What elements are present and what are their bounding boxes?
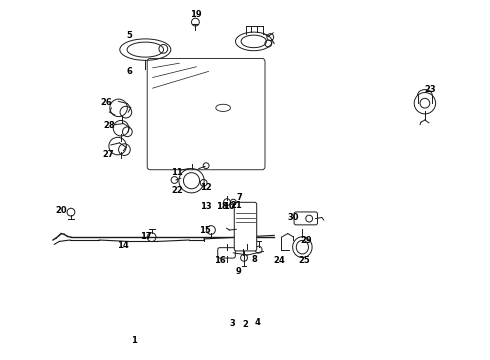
Text: 8: 8 [252,255,258,264]
Text: 27: 27 [102,150,114,159]
Text: 3: 3 [230,319,236,328]
Text: 4: 4 [254,318,260,327]
Text: 19: 19 [190,10,201,19]
Text: 18: 18 [216,202,227,211]
FancyBboxPatch shape [147,58,265,170]
Text: 22: 22 [171,185,183,194]
Text: 20: 20 [55,206,67,215]
Text: 26: 26 [100,98,112,107]
Text: 9: 9 [235,267,241,276]
Text: 11: 11 [171,168,183,177]
Text: 6: 6 [126,67,132,76]
Text: 29: 29 [300,235,312,244]
Text: 24: 24 [273,256,285,265]
Text: 12: 12 [200,183,212,192]
Text: 30: 30 [288,213,299,222]
Text: 2: 2 [242,320,248,329]
Text: 25: 25 [298,256,310,265]
FancyBboxPatch shape [234,202,257,251]
Text: 23: 23 [424,85,436,94]
FancyBboxPatch shape [218,248,235,258]
Text: 21: 21 [230,201,242,210]
Text: 16: 16 [214,256,225,265]
Text: 5: 5 [126,31,132,40]
Text: 15: 15 [199,225,211,234]
Text: 10: 10 [223,202,235,211]
Text: 13: 13 [200,202,212,211]
Text: 17: 17 [140,232,151,241]
Text: 28: 28 [103,121,115,130]
Text: 14: 14 [117,240,128,249]
Text: 7: 7 [236,193,242,202]
Text: 1: 1 [131,336,137,345]
FancyBboxPatch shape [294,212,318,225]
